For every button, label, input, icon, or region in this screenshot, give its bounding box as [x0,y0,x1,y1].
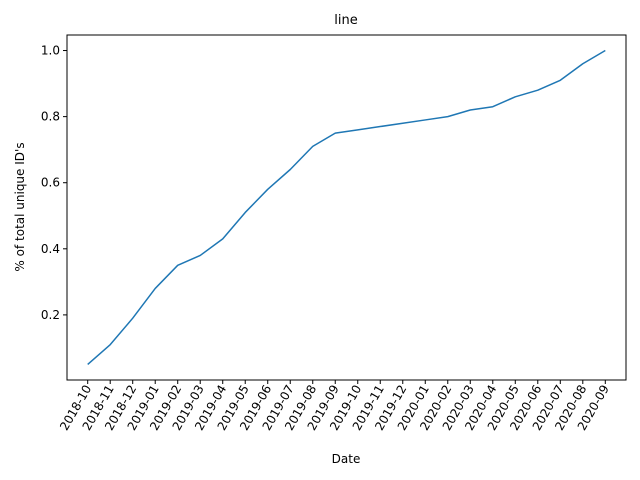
y-tick-label: 0.4 [41,242,60,256]
y-tick-label: 0.6 [41,176,60,190]
y-tick-label: 1.0 [41,44,60,58]
y-tick-label: 0.8 [41,110,60,124]
y-tick-label: 0.2 [41,308,60,322]
chart-title: line [334,13,357,28]
y-axis-label: % of total unique ID's [13,142,27,271]
x-axis-label: Date [332,452,361,466]
series-line-0 [87,49,606,366]
plot-frame [66,34,627,381]
